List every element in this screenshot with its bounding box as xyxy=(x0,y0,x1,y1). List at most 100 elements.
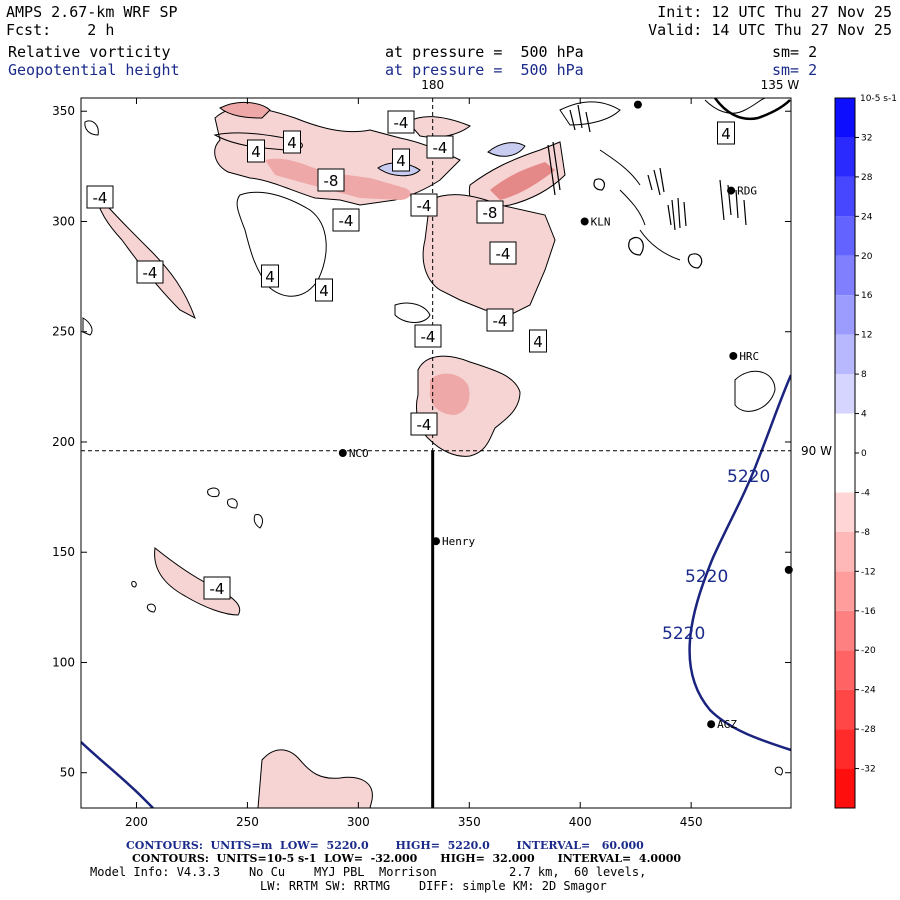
contour-line-arc-upper xyxy=(559,101,621,126)
contour-line-dot-1 xyxy=(207,487,220,498)
station-label: KLN xyxy=(591,215,611,228)
field1-level: at pressure = 500 hPa xyxy=(385,43,584,61)
station-label: AGZ xyxy=(717,718,737,731)
footer-physics-info: LW: RRTM SW: RRTMG DIFF: simple KM: 2D S… xyxy=(260,879,607,893)
colorbar-tick-label: 4 xyxy=(861,410,867,420)
vorticity-label-box xyxy=(410,412,438,436)
colorbar-band xyxy=(835,374,855,414)
colorbar-tick-label: -28 xyxy=(861,725,876,735)
vorticity-label-box xyxy=(86,185,114,209)
vorticity-label-box xyxy=(426,135,454,159)
colorbar-band xyxy=(835,453,855,493)
shade-region-jet-core xyxy=(490,162,555,200)
vorticity-labels: -4 4 4 -4 -4 4 -8 -4 -4 -8 -4 4 4 -4 -4 4 -4 -4 -4 4 xyxy=(86,110,735,600)
vorticity-label: -4 xyxy=(394,114,409,132)
station-marker xyxy=(633,100,642,109)
shade-region-mid-core xyxy=(429,373,470,415)
dense-feature-ring-2 xyxy=(687,253,703,269)
contour-line-diag-cluster xyxy=(599,149,681,261)
station-label: HRC xyxy=(739,350,759,363)
vorticity-label-box xyxy=(387,110,415,134)
height-contour-line-left xyxy=(81,741,154,808)
shade-region-center xyxy=(422,194,556,316)
station-marker xyxy=(727,186,736,195)
colorbar-tick-label: 0 xyxy=(861,449,867,459)
contour-line-ring-left-mid xyxy=(82,317,93,336)
x-tick-label: 350 xyxy=(458,815,481,829)
colorbar-band xyxy=(835,729,855,769)
valid-time: Valid: 14 UTC Thu 27 Nov 25 xyxy=(648,21,892,39)
height-label-2: 5220 xyxy=(685,567,728,587)
dense-feature-col-1 xyxy=(667,197,687,231)
vorticity-label-box xyxy=(261,264,279,288)
contour-line-dot-6 xyxy=(774,766,783,776)
vorticity-label-box xyxy=(717,121,735,145)
footer-model-info: Model Info: V4.3.3 No Cu MYJ PBL Morriso… xyxy=(90,865,647,879)
station-marker xyxy=(784,565,793,574)
colorbar-tick-label: -8 xyxy=(861,528,870,538)
meridian-label: 135 W xyxy=(761,78,800,92)
vorticity-label: -4 xyxy=(143,264,158,282)
vorticity-contour-lines xyxy=(82,98,783,776)
vorticity-label: -8 xyxy=(324,172,339,190)
init-time: Init: 12 UTC Thu 27 Nov 25 xyxy=(657,3,892,21)
station-marker xyxy=(580,217,589,226)
vorticity-label-box xyxy=(414,324,442,348)
vorticity-label: -8 xyxy=(483,204,498,222)
colorbar-tick-label: -24 xyxy=(861,686,876,696)
vorticity-label-box xyxy=(332,208,360,232)
colorbar-band xyxy=(835,650,855,690)
shade-region-top-left xyxy=(219,101,271,119)
contour-line-ring-lower xyxy=(734,370,776,412)
contour-line-ring-edge xyxy=(84,120,99,136)
model-title: AMPS 2.67-km WRF SP xyxy=(6,3,178,21)
vorticity-label-box xyxy=(317,168,345,192)
colorbar-band xyxy=(835,571,855,611)
colorbar-tick-label: -32 xyxy=(861,765,876,775)
field2-level: at pressure = 500 hPa xyxy=(385,61,584,79)
x-tick-label: 200 xyxy=(125,815,148,829)
vorticity-label-box xyxy=(489,241,517,265)
dense-feature-col-4 xyxy=(569,104,591,133)
contour-line-dot-5 xyxy=(131,581,137,588)
colorbar-tick-label: 8 xyxy=(861,370,867,380)
footer-vorticity-contours: CONTOURS: UNITS=10-5 s-1 LOW= -32.000 HI… xyxy=(132,852,682,865)
height-contour-line-right xyxy=(688,374,791,752)
vorticity-label: -4 xyxy=(417,416,432,434)
vorticity-label: -4 xyxy=(493,312,508,330)
station-marker xyxy=(729,351,738,360)
vorticity-label: -4 xyxy=(433,139,448,157)
y-tick-label: 350 xyxy=(52,104,75,118)
vorticity-label: 4 xyxy=(251,143,261,161)
station-label: NCO xyxy=(349,447,369,460)
vorticity-label: 4 xyxy=(287,134,297,152)
colorbar-tick-label: 12 xyxy=(861,331,872,341)
colorbar-band xyxy=(835,492,855,532)
dense-feature-ring-1 xyxy=(628,236,644,256)
vorticity-label: -4 xyxy=(421,328,436,346)
contour-line-dot-4 xyxy=(146,603,156,613)
shade-region-blob-1 xyxy=(407,116,471,138)
vorticity-label-box xyxy=(392,148,410,172)
colorbar-band xyxy=(835,295,855,335)
x-tick-label: 250 xyxy=(236,815,259,829)
colorbar-tick-label: -12 xyxy=(861,567,876,577)
vorticity-label: 4 xyxy=(396,152,406,170)
colorbar-band xyxy=(835,413,855,453)
dense-vorticity-features xyxy=(547,98,791,269)
field2-name: Geopotential height xyxy=(8,61,180,79)
colorbar-band xyxy=(835,768,855,808)
dense-feature-col-5 xyxy=(547,141,561,196)
shade-region-mid xyxy=(416,355,521,457)
colorbar-band xyxy=(835,137,855,177)
contour-line-dot-3 xyxy=(253,513,263,529)
x-tick-label: 300 xyxy=(347,815,370,829)
colorbar-tick-label: -16 xyxy=(861,607,876,617)
x-tick-label: 450 xyxy=(680,815,703,829)
height-label-1: 5220 xyxy=(727,467,770,487)
vorticity-label: 4 xyxy=(319,282,329,300)
shade-region-positive-2 xyxy=(487,142,526,157)
y-tick-label: 50 xyxy=(60,766,75,780)
vorticity-label-box xyxy=(476,200,504,224)
